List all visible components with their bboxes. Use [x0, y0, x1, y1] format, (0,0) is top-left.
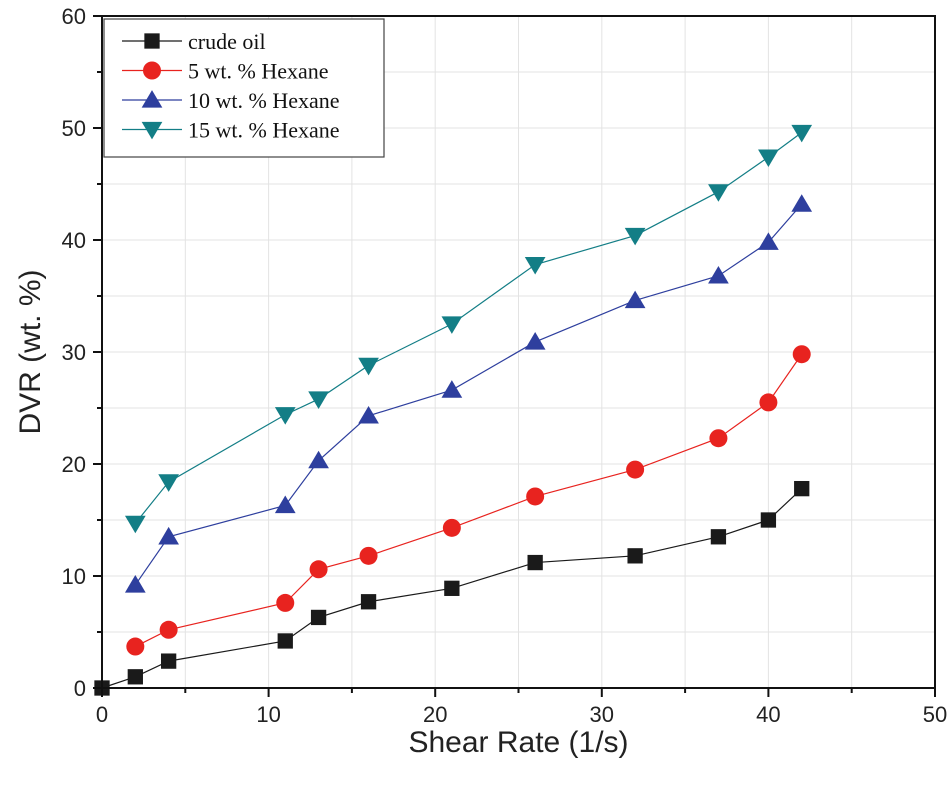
data-point: [126, 637, 145, 656]
legend-marker: [143, 61, 161, 80]
data-point: [441, 316, 463, 334]
x-tick-label: 20: [423, 702, 447, 727]
y-tick-label: 10: [62, 564, 86, 589]
series-line: [135, 353, 803, 648]
data-point: [124, 515, 146, 534]
grid: [102, 16, 935, 688]
data-point: [441, 380, 463, 398]
data-point: [627, 548, 643, 564]
data-point: [527, 554, 543, 571]
data-point: [760, 512, 777, 528]
data-point: [709, 429, 728, 448]
data-point: [624, 227, 646, 246]
series-5-wt-hexane: [126, 345, 811, 656]
legend-item: 15 wt. % Hexane: [122, 118, 340, 143]
y-tick-label: 50: [62, 116, 86, 141]
legend: crude oil 5 wt. % Hexane 10 wt. % Hexane 15…: [103, 18, 385, 158]
data-point: [791, 194, 813, 212]
data-point: [359, 546, 378, 565]
data-point: [309, 560, 328, 579]
legend-marker: [144, 33, 160, 49]
data-point: [158, 526, 179, 545]
data-point: [358, 357, 379, 376]
data-point: [159, 620, 178, 639]
data-point: [708, 265, 729, 284]
data-point: [524, 332, 546, 350]
data-point: [310, 609, 327, 626]
data-point: [360, 594, 377, 610]
x-axis-title: Shear Rate (1/s): [408, 726, 628, 759]
data-point: [358, 405, 379, 424]
plot-area: [94, 124, 813, 696]
data-point: [708, 184, 729, 202]
y-tick-label: 40: [62, 228, 86, 253]
data-point: [274, 495, 296, 514]
legend-label: 10 wt. % Hexane: [188, 88, 340, 113]
data-point: [758, 149, 779, 168]
y-axis-ticks: 0 10 20 30 40 50 60: [62, 4, 102, 701]
y-tick-label: 60: [62, 4, 86, 29]
data-point: [274, 407, 296, 425]
series-15-wt-hexane: [124, 124, 813, 534]
data-point: [624, 290, 646, 309]
data-point: [160, 653, 177, 669]
data-point: [792, 345, 811, 364]
data-point: [308, 450, 329, 469]
data-point: [124, 575, 146, 593]
series-crude-oil: [94, 480, 810, 696]
legend-label: 15 wt. % Hexane: [188, 118, 340, 143]
data-point: [276, 593, 295, 612]
data-point: [442, 518, 461, 537]
legend-item: 10 wt. % Hexane: [122, 88, 340, 113]
data-point: [444, 580, 460, 596]
x-tick-label: 10: [256, 702, 280, 727]
x-axis-ticks: 0 10 20 30 40 50: [96, 688, 947, 727]
data-point: [277, 633, 293, 649]
legend-label: 5 wt. % Hexane: [188, 59, 329, 84]
data-point: [158, 474, 179, 492]
series-line: [134, 203, 803, 586]
y-tick-label: 20: [62, 452, 86, 477]
x-tick-label: 30: [590, 702, 614, 727]
y-axis-title: DVR (wt. %): [14, 270, 47, 435]
data-point: [758, 232, 779, 250]
x-tick-label: 40: [756, 702, 780, 727]
legend-item: 5 wt. % Hexane: [122, 59, 329, 84]
x-tick-label: 0: [96, 702, 108, 727]
x-tick-label: 50: [923, 702, 947, 727]
legend-marker: [141, 90, 163, 108]
legend-item: crude oil: [122, 29, 266, 54]
data-point: [526, 487, 545, 506]
series-10-wt-hexane: [124, 194, 813, 593]
data-point: [759, 393, 778, 412]
data-point: [308, 391, 329, 409]
data-point: [791, 124, 813, 143]
data-point: [127, 669, 143, 685]
data-point: [794, 480, 810, 497]
y-tick-label: 0: [74, 676, 86, 701]
data-point: [710, 529, 727, 545]
series-line: [134, 131, 803, 524]
axes: 0 10 20 30 40 50 0 10 20 30 40 50 60: [62, 4, 948, 727]
y-tick-label: 30: [62, 340, 86, 365]
legend-label: crude oil: [188, 29, 266, 54]
data-point: [626, 460, 645, 479]
data-point: [524, 256, 546, 275]
legend-marker: [141, 121, 163, 140]
